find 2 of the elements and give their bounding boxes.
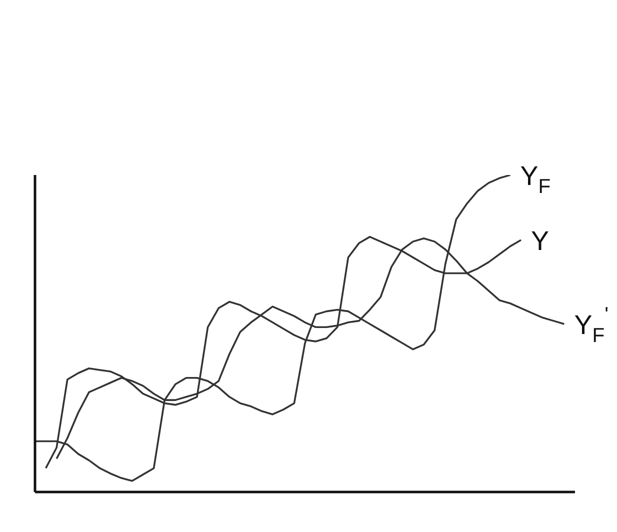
series-label: Y$_{F}$ [520, 161, 551, 198]
series-label: Y [531, 226, 550, 256]
